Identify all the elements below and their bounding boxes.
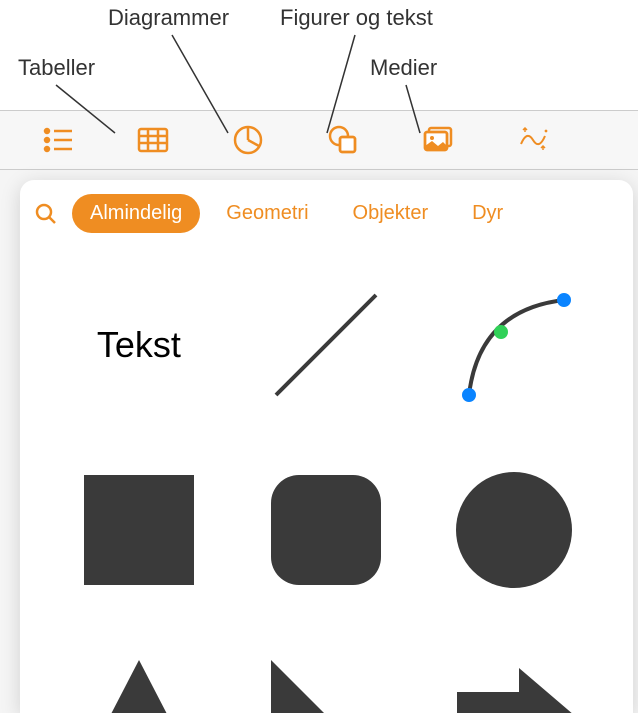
shape-square[interactable]: [60, 452, 218, 607]
circle-icon: [449, 465, 579, 595]
shape-line[interactable]: [248, 267, 406, 422]
popover-arrow: [320, 180, 344, 182]
tab-basic[interactable]: Almindelig: [72, 194, 200, 233]
shape-triangle[interactable]: [60, 637, 218, 713]
text-shape-label: Tekst: [97, 324, 181, 366]
curve-icon: [449, 280, 579, 410]
shape-rounded-square[interactable]: [248, 452, 406, 607]
line-icon: [261, 280, 391, 410]
tab-objects[interactable]: Objekter: [335, 194, 447, 233]
rounded-square-icon: [261, 465, 391, 595]
search-button[interactable]: [32, 200, 60, 228]
shape-text[interactable]: Tekst: [60, 267, 218, 422]
tab-geometry[interactable]: Geometri: [208, 194, 326, 233]
square-icon: [74, 465, 204, 595]
shape-arrow[interactable]: [435, 637, 593, 713]
arrow-icon: [449, 650, 579, 713]
shape-right-triangle[interactable]: [248, 637, 406, 713]
callout-lines: [0, 0, 638, 140]
search-icon: [34, 202, 58, 226]
tab-animals[interactable]: Dyr: [454, 194, 521, 233]
category-tabs: Almindelig Geometri Objekter Dyr: [20, 180, 633, 247]
triangle-icon: [74, 650, 204, 713]
shape-curve[interactable]: [435, 267, 593, 422]
shapes-popover: Almindelig Geometri Objekter Dyr Tekst: [20, 180, 633, 713]
shape-circle[interactable]: [435, 452, 593, 607]
callout-annotations: Diagrammer Figurer og tekst Tabeller Med…: [0, 0, 638, 110]
right-triangle-icon: [261, 650, 391, 713]
shapes-grid: Tekst: [20, 247, 633, 713]
